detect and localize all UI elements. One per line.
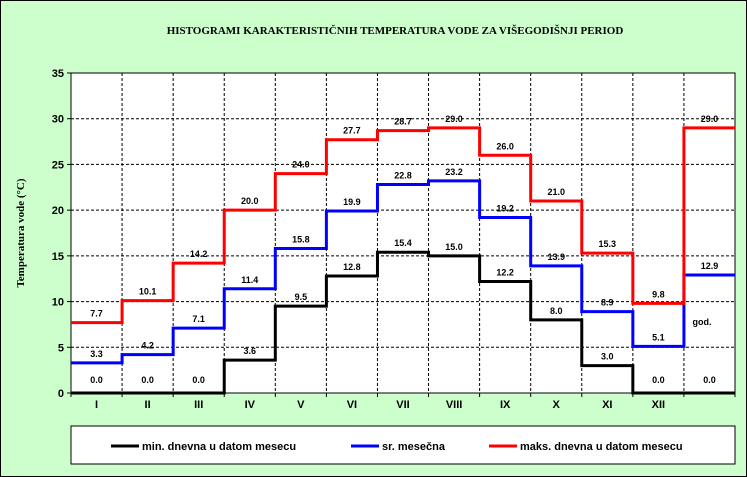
- series-lines: [71, 126, 735, 395]
- y-tick-label: 0: [58, 388, 64, 400]
- data-label: 3.6: [244, 346, 257, 356]
- data-label: 0.0: [90, 375, 103, 385]
- data-label: 20.0: [241, 196, 259, 206]
- data-label: 10.1: [139, 287, 157, 297]
- data-label: 26.0: [496, 141, 514, 151]
- data-label: 0.0: [652, 375, 665, 385]
- x-tick-label: V: [297, 399, 305, 411]
- data-label: 28.7: [394, 117, 412, 127]
- data-label: 5.1: [652, 332, 665, 342]
- x-tick-label: III: [194, 399, 203, 411]
- legend-entry: maks. dnevna u datom mesecu: [520, 441, 683, 453]
- data-label: 8.9: [601, 298, 614, 308]
- data-label: 0.0: [192, 375, 205, 385]
- data-label: 13.9: [547, 252, 565, 262]
- data-label: 24.0: [292, 160, 310, 170]
- value-labels: 0.0 0.0 0.0 3.6 9.5 12.8 15.4 15.0 12.2 8.0 3.0 0.0…: [90, 114, 718, 385]
- x-axis-ticks: I II III IV V VI VII VIII IX X XI XII: [70, 393, 736, 411]
- data-label: 15.3: [599, 239, 617, 249]
- y-tick-label: 25: [52, 159, 64, 171]
- series-line-1: [71, 179, 735, 365]
- legend-entry: sr. mesečna: [382, 441, 446, 453]
- series-line-2: [71, 126, 735, 325]
- y-tick-label: 10: [52, 297, 64, 309]
- data-label: 23.2: [445, 167, 463, 177]
- data-label: 12.8: [343, 262, 361, 272]
- data-label: 29.0: [701, 114, 719, 124]
- x-tick-label: II: [145, 399, 151, 411]
- data-label: 15.8: [292, 235, 310, 245]
- x-tick-label: XI: [602, 399, 612, 411]
- data-label: 19.2: [496, 203, 514, 213]
- series-line-0: [71, 250, 735, 395]
- x-tick-label: VIII: [446, 399, 463, 411]
- data-label: 0.0: [703, 375, 716, 385]
- y-tick-label: 15: [52, 251, 64, 263]
- x-tick-label: VII: [396, 399, 409, 411]
- data-label: 27.7: [343, 126, 361, 136]
- y-tick-label: 35: [52, 68, 64, 80]
- data-label: 4.2: [141, 341, 154, 351]
- data-label: 3.0: [601, 352, 614, 362]
- data-label: 11.4: [241, 275, 258, 285]
- data-label: 29.0: [445, 114, 463, 124]
- data-label: 3.3: [90, 349, 103, 359]
- data-label: 0.0: [141, 375, 154, 385]
- data-label: 9.8: [652, 289, 665, 299]
- y-axis-label: Temperatura vode (°C): [15, 178, 27, 287]
- legend: [70, 425, 736, 465]
- y-tick-label: 5: [58, 342, 64, 354]
- x-tick-label: I: [95, 399, 98, 411]
- data-label: 19.9: [343, 197, 361, 207]
- chart-title: HISTOGRAMI KARAKTERISTIČNIH TEMPERATURA …: [167, 24, 624, 37]
- data-label: 14.2: [190, 249, 208, 259]
- legend-entry: min. dnevna u datom mesecu: [142, 441, 296, 453]
- data-label: 15.0: [445, 242, 463, 252]
- annual-label: god.: [693, 317, 712, 327]
- data-label: 7.1: [192, 314, 205, 324]
- y-tick-label: 20: [52, 205, 64, 217]
- x-tick-label: IX: [500, 399, 511, 411]
- x-tick-label: X: [553, 399, 561, 411]
- data-label: 22.8: [394, 171, 412, 181]
- data-label: 15.4: [394, 238, 412, 248]
- data-label: 12.2: [496, 267, 514, 277]
- data-label: 9.5: [295, 292, 308, 302]
- x-tick-label: XII: [652, 399, 665, 411]
- data-label: 12.9: [701, 261, 719, 271]
- data-label: 21.0: [547, 187, 565, 197]
- x-tick-label: VI: [347, 399, 357, 411]
- plot-area: [70, 72, 736, 394]
- y-tick-label: 30: [52, 114, 64, 126]
- data-label: 8.0: [550, 306, 563, 316]
- legend-items: min. dnevna u datom mesecu sr. mesečna mak…: [111, 441, 683, 453]
- data-label: 7.7: [90, 309, 103, 319]
- y-axis-ticks: 0 5 10 15 20 25 30 35: [52, 68, 71, 400]
- x-tick-label: IV: [245, 399, 256, 411]
